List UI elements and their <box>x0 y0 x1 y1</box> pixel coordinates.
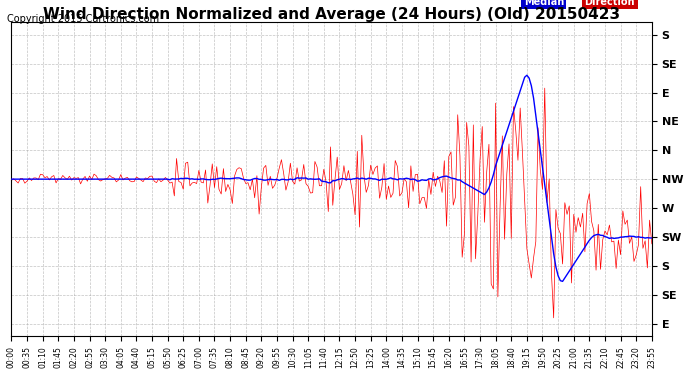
Text: Median: Median <box>524 0 564 7</box>
Title: Wind Direction Normalized and Average (24 Hours) (Old) 20150423: Wind Direction Normalized and Average (2… <box>43 7 620 22</box>
Text: Direction: Direction <box>584 0 635 7</box>
Text: Copyright 2015 Cartronics.com: Copyright 2015 Cartronics.com <box>7 15 159 24</box>
